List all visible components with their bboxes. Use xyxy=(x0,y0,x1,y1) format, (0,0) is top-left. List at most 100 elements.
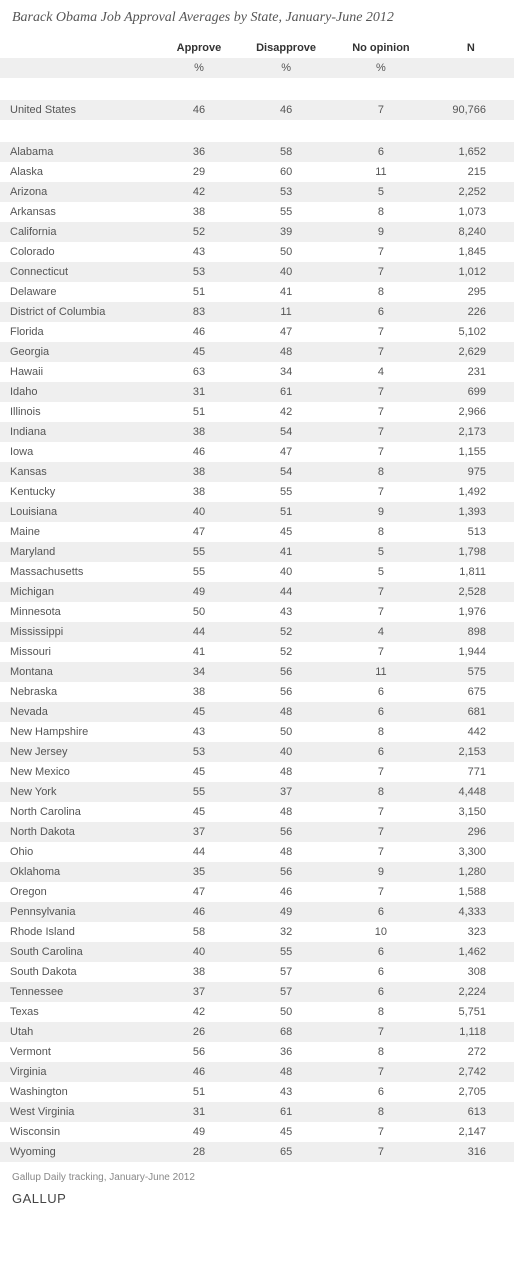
cell-state: Alabama xyxy=(0,142,160,162)
cell-approve: 46 xyxy=(160,322,238,342)
table-row: Rhode Island583210323 xyxy=(0,922,514,942)
cell-state: Connecticut xyxy=(0,262,160,282)
cell-n: 2,966 xyxy=(428,402,514,422)
cell-approve: 38 xyxy=(160,462,238,482)
cell-approve: 46 xyxy=(160,902,238,922)
table-row: South Dakota38576308 xyxy=(0,962,514,982)
table-row: Georgia454872,629 xyxy=(0,342,514,362)
cell-state: Idaho xyxy=(0,382,160,402)
cell-state: New Jersey xyxy=(0,742,160,762)
cell-approve: 51 xyxy=(160,1082,238,1102)
cell-n: 308 xyxy=(428,962,514,982)
cell-noop: 8 xyxy=(334,522,427,542)
table-row: New York553784,448 xyxy=(0,782,514,802)
cell-state: California xyxy=(0,222,160,242)
cell-disapprove: 34 xyxy=(238,362,334,382)
table-row: Montana345611575 xyxy=(0,662,514,682)
cell-state: Tennessee xyxy=(0,982,160,1002)
cell-approve: 63 xyxy=(160,362,238,382)
cell-n: 675 xyxy=(428,682,514,702)
cell-approve: 31 xyxy=(160,1102,238,1122)
cell-disapprove: 56 xyxy=(238,822,334,842)
table-row: Mississippi44524898 xyxy=(0,622,514,642)
table-row: Texas425085,751 xyxy=(0,1002,514,1022)
cell-state: West Virginia xyxy=(0,1102,160,1122)
cell-state: Mississippi xyxy=(0,622,160,642)
cell-state: Wyoming xyxy=(0,1142,160,1162)
cell-n: 5,102 xyxy=(428,322,514,342)
header-row: Approve Disapprove No opinion N xyxy=(0,38,514,58)
cell-noop: 6 xyxy=(334,962,427,982)
cell-state: Maine xyxy=(0,522,160,542)
cell-disapprove: 56 xyxy=(238,682,334,702)
table-row: Nevada45486681 xyxy=(0,702,514,722)
cell-noop: 9 xyxy=(334,862,427,882)
table-row: Arizona425352,252 xyxy=(0,182,514,202)
cell-n: 1,811 xyxy=(428,562,514,582)
table-row: Michigan494472,528 xyxy=(0,582,514,602)
cell-approve: 52 xyxy=(160,222,238,242)
table-row: District of Columbia83116226 xyxy=(0,302,514,322)
cell-n: 1,462 xyxy=(428,942,514,962)
cell-state: Maryland xyxy=(0,542,160,562)
cell-noop: 7 xyxy=(334,1022,427,1042)
cell-noop: 8 xyxy=(334,1042,427,1062)
cell-approve: 40 xyxy=(160,942,238,962)
table-row: Minnesota504371,976 xyxy=(0,602,514,622)
cell-approve: 46 xyxy=(160,1062,238,1082)
cell-n: 699 xyxy=(428,382,514,402)
cell-state: Rhode Island xyxy=(0,922,160,942)
cell-approve: 49 xyxy=(160,582,238,602)
cell-n: 1,280 xyxy=(428,862,514,882)
cell-approve: 46 xyxy=(160,100,238,120)
cell-disapprove: 49 xyxy=(238,902,334,922)
table-row: Nebraska38566675 xyxy=(0,682,514,702)
cell-noop: 6 xyxy=(334,742,427,762)
table-row: Washington514362,705 xyxy=(0,1082,514,1102)
table-row: Alaska296011215 xyxy=(0,162,514,182)
cell-disapprove: 54 xyxy=(238,462,334,482)
cell-disapprove: 54 xyxy=(238,422,334,442)
cell-approve: 45 xyxy=(160,342,238,362)
cell-approve: 55 xyxy=(160,542,238,562)
cell-n: 4,448 xyxy=(428,782,514,802)
cell-disapprove: 11 xyxy=(238,302,334,322)
cell-disapprove: 57 xyxy=(238,982,334,1002)
table-row: North Carolina454873,150 xyxy=(0,802,514,822)
cell-approve: 55 xyxy=(160,782,238,802)
cell-disapprove: 52 xyxy=(238,622,334,642)
cell-n: 1,845 xyxy=(428,242,514,262)
table-body: United States 46 46 7 90,766 Alabama3658… xyxy=(0,78,514,1162)
cell-approve: 37 xyxy=(160,822,238,842)
unit-disapprove: % xyxy=(238,58,334,78)
table-row: North Dakota37567296 xyxy=(0,822,514,842)
cell-noop: 8 xyxy=(334,282,427,302)
cell-disapprove: 55 xyxy=(238,942,334,962)
cell-noop: 6 xyxy=(334,302,427,322)
cell-n: 513 xyxy=(428,522,514,542)
table-row: Hawaii63344231 xyxy=(0,362,514,382)
cell-disapprove: 47 xyxy=(238,442,334,462)
cell-state: South Dakota xyxy=(0,962,160,982)
table-row: Ohio444873,300 xyxy=(0,842,514,862)
cell-noop: 7 xyxy=(334,242,427,262)
cell-noop: 8 xyxy=(334,722,427,742)
cell-noop: 7 xyxy=(334,822,427,842)
col-disapprove: Disapprove xyxy=(238,38,334,58)
cell-n: 295 xyxy=(428,282,514,302)
cell-approve: 49 xyxy=(160,1122,238,1142)
cell-noop: 6 xyxy=(334,982,427,1002)
cell-n: 975 xyxy=(428,462,514,482)
cell-n: 5,751 xyxy=(428,1002,514,1022)
cell-noop: 9 xyxy=(334,502,427,522)
cell-state: South Carolina xyxy=(0,942,160,962)
table-row: Missouri415271,944 xyxy=(0,642,514,662)
cell-n: 296 xyxy=(428,822,514,842)
cell-state: Missouri xyxy=(0,642,160,662)
table-row: Wyoming28657316 xyxy=(0,1142,514,1162)
cell-disapprove: 61 xyxy=(238,382,334,402)
cell-approve: 38 xyxy=(160,202,238,222)
cell-approve: 50 xyxy=(160,602,238,622)
table-row: Vermont56368272 xyxy=(0,1042,514,1062)
cell-disapprove: 36 xyxy=(238,1042,334,1062)
